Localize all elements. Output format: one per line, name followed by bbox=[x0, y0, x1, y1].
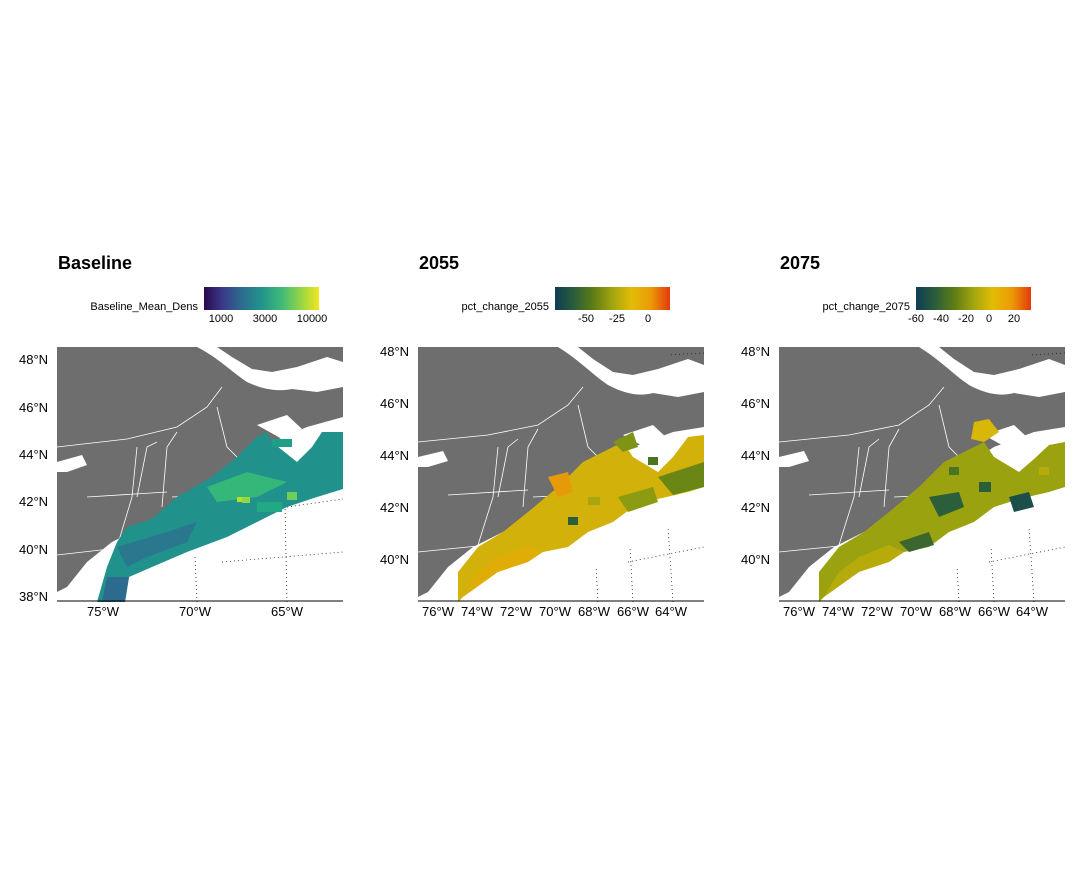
lon-label: 76°W bbox=[422, 604, 454, 619]
change-cells bbox=[819, 442, 1065, 602]
legend-tick: -40 bbox=[933, 313, 949, 325]
change-cells bbox=[458, 435, 704, 602]
lat-label: 40°N bbox=[380, 552, 410, 567]
lat-label: 46°N bbox=[19, 400, 49, 415]
lat-label: 40°N bbox=[741, 552, 771, 567]
panel-title: 2075 bbox=[780, 253, 821, 273]
bay-of-fundy bbox=[984, 425, 1029, 449]
lon-label: 64°W bbox=[655, 604, 687, 619]
lon-label: 72°W bbox=[500, 604, 532, 619]
gulf-water bbox=[558, 347, 704, 397]
lat-label: 44°N bbox=[741, 448, 771, 463]
panel-2075: 2075 pct_change_2075 -60 -40 -20 0 20 48… bbox=[722, 0, 1065, 896]
lon-label: 68°W bbox=[939, 604, 971, 619]
bay-of-fundy bbox=[257, 415, 302, 439]
legend-tick: 0 bbox=[985, 313, 993, 325]
lon-label: 74°W bbox=[461, 604, 493, 619]
lon-label: 70°W bbox=[900, 604, 932, 619]
legend-tick: -25 bbox=[609, 313, 625, 325]
land-mass bbox=[418, 347, 704, 597]
legend-tick: 10000 bbox=[296, 313, 328, 325]
panel-baseline: Baseline Baseline_Mean_Dens 1000 3000 10… bbox=[0, 0, 343, 896]
lon-label: 65°W bbox=[271, 604, 303, 619]
legend-colorbar bbox=[916, 287, 1031, 310]
lat-label: 40°N bbox=[19, 542, 49, 557]
legend-tick: -50 bbox=[578, 313, 594, 325]
lat-label: 48°N bbox=[19, 352, 49, 367]
lon-label: 74°W bbox=[822, 604, 854, 619]
panel-title: Baseline bbox=[58, 253, 133, 273]
lon-label: 75°W bbox=[87, 604, 119, 619]
lon-label: 66°W bbox=[617, 604, 649, 619]
lon-label: 70°W bbox=[539, 604, 571, 619]
legend-tick: 0 bbox=[644, 313, 652, 325]
gulf-water bbox=[197, 347, 343, 392]
gulf-water bbox=[919, 347, 1065, 397]
change-2055-map bbox=[418, 347, 704, 602]
baseline-map bbox=[57, 347, 343, 602]
legend-tick: 1000 bbox=[208, 313, 234, 325]
lon-label: 68°W bbox=[578, 604, 610, 619]
land-mass bbox=[779, 347, 1065, 597]
lon-label: 70°W bbox=[179, 604, 211, 619]
lat-label: 44°N bbox=[380, 448, 410, 463]
lat-label: 46°N bbox=[380, 396, 410, 411]
lon-label: 76°W bbox=[783, 604, 815, 619]
lat-label: 48°N bbox=[380, 344, 410, 359]
panel-title: 2055 bbox=[419, 253, 460, 273]
lat-label: 38°N bbox=[19, 589, 49, 604]
legend-tick: -60 bbox=[908, 313, 924, 325]
legend-tick: 20 bbox=[1007, 313, 1021, 325]
legend-tick: -20 bbox=[958, 313, 974, 325]
legend-colorbar bbox=[204, 287, 319, 310]
bay-of-fundy bbox=[623, 425, 668, 449]
legend-title: pct_change_2055 bbox=[461, 301, 549, 313]
lat-label: 42°N bbox=[380, 500, 410, 515]
legend-title: Baseline_Mean_Dens bbox=[90, 301, 198, 313]
panel-2055: 2055 pct_change_2055 -50 -25 0 48°N 46°N… bbox=[361, 0, 704, 896]
legend-title: pct_change_2075 bbox=[822, 301, 910, 313]
lon-label: 66°W bbox=[978, 604, 1010, 619]
legend-tick: 3000 bbox=[252, 313, 278, 325]
lat-label: 46°N bbox=[741, 396, 771, 411]
lon-label: 72°W bbox=[861, 604, 893, 619]
lat-label: 44°N bbox=[19, 447, 49, 462]
lat-label: 42°N bbox=[741, 500, 771, 515]
lat-label: 48°N bbox=[741, 344, 771, 359]
lon-label: 64°W bbox=[1016, 604, 1048, 619]
lat-label: 42°N bbox=[19, 494, 49, 509]
legend-colorbar bbox=[555, 287, 670, 310]
baseline-cells bbox=[97, 432, 343, 602]
change-2075-map bbox=[779, 347, 1065, 602]
